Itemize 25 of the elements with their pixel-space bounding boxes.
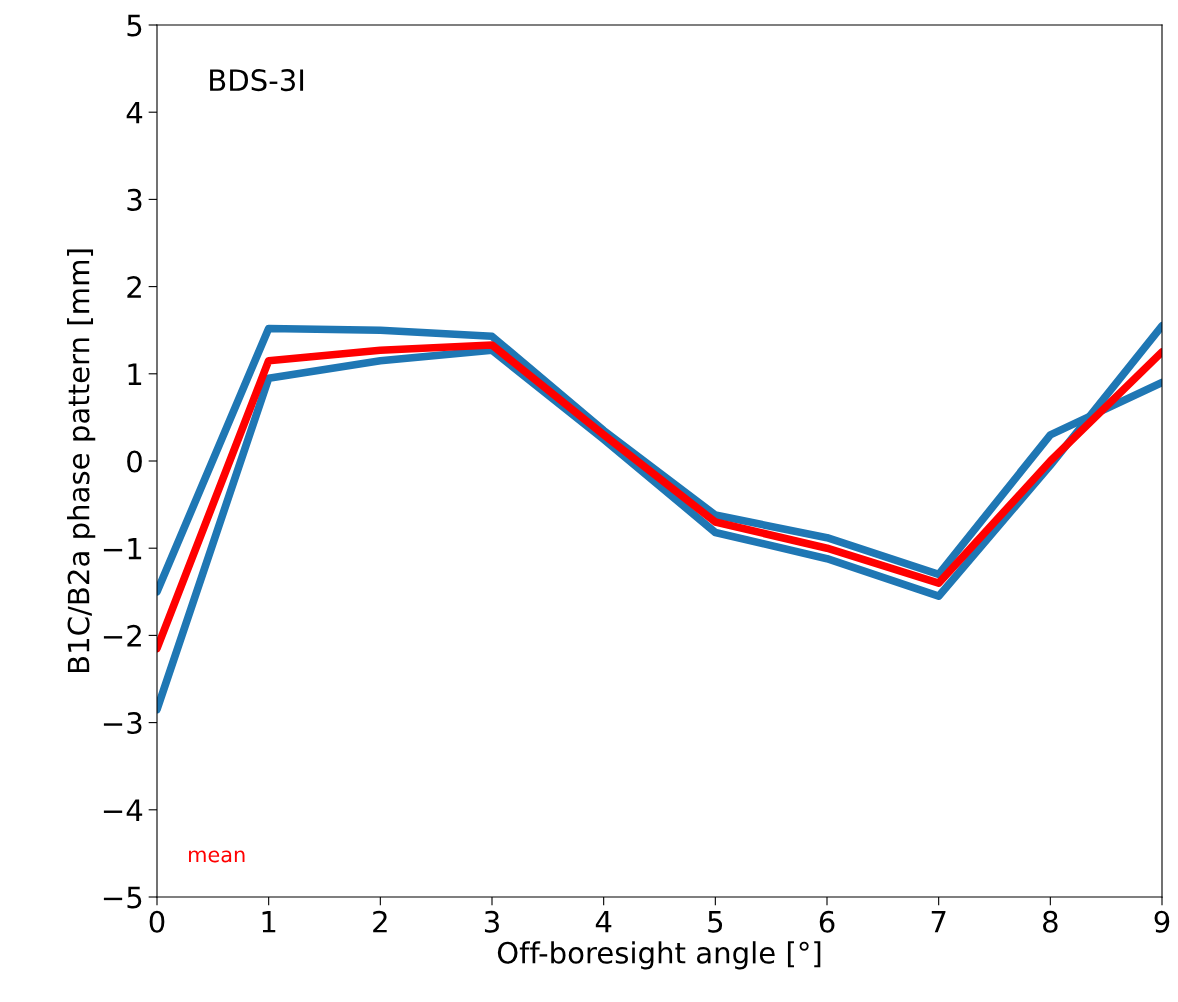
x-tick-label: 3	[484, 910, 499, 933]
y-tick-label: 1	[128, 363, 142, 385]
x-tick-label: 2	[373, 910, 387, 933]
y-tick-label: −5	[103, 886, 142, 909]
y-tick-label: −3	[103, 712, 142, 735]
x-tick-label: 7	[931, 911, 946, 933]
y-tick-label: −2	[103, 624, 141, 647]
x-tick-label: 6	[819, 910, 835, 933]
x-tick-label: 9	[1154, 910, 1170, 933]
x-tick-label: 0	[149, 910, 165, 933]
text: mean	[189, 850, 245, 863]
x-axis-title: Off-boresight angle [°]	[497, 941, 821, 970]
x-tick-label: 1	[262, 911, 276, 933]
y-tick-label: −4	[103, 799, 143, 821]
y-axis-title: B1C/B2a phase pattern [mm]	[67, 249, 96, 673]
x-tick-label: 4	[595, 911, 612, 933]
y-tick-label: −1	[103, 538, 142, 560]
y-tick-label: 4	[126, 102, 143, 124]
y-tick-label: 2	[127, 276, 141, 298]
x-tick-label: 5	[708, 911, 723, 933]
y-tick-label: 0	[127, 450, 142, 473]
text: BDS-3I	[210, 69, 304, 92]
x-tick-label: 8	[1043, 910, 1058, 933]
y-tick-label: 5	[127, 14, 142, 37]
y-tick-label: 3	[127, 188, 142, 211]
